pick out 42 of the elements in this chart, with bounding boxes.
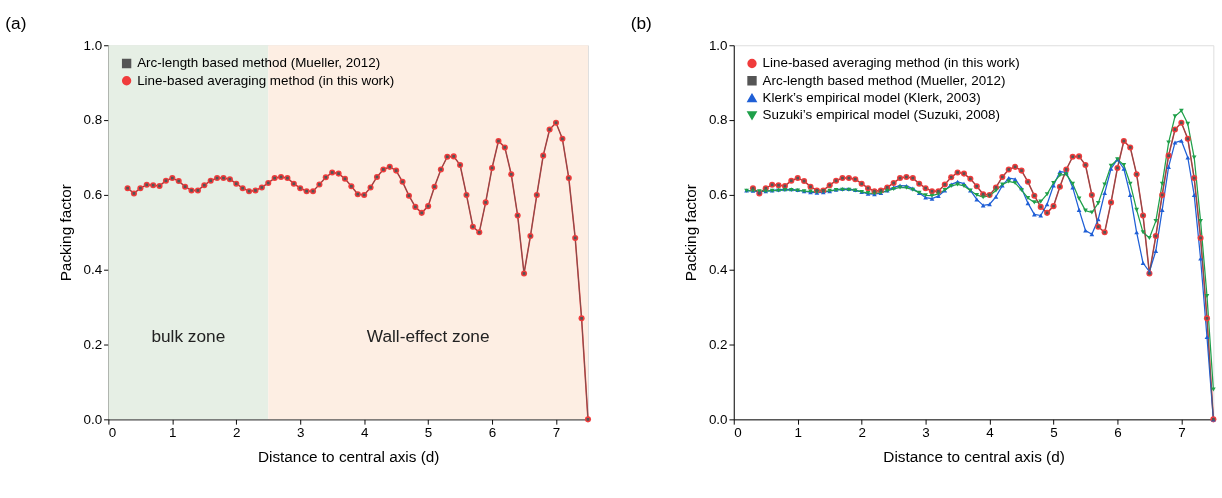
x-tick-label: 5 <box>424 425 433 441</box>
chart-title: (b) <box>630 12 652 33</box>
x-tick-label: 7 <box>552 425 561 441</box>
legend-label: Line-based averaging method (in this work) <box>137 72 395 88</box>
y-tick-label: 1.0 <box>83 37 103 53</box>
y-tick-label: 0.0 <box>708 411 728 427</box>
x-axis-title: Distance to central axis (d) <box>257 448 440 466</box>
y-tick-label: 0.6 <box>708 187 728 203</box>
x-tick-label: 7 <box>1178 425 1186 441</box>
legend-label: Arc-length based method (Mueller, 2012) <box>137 55 381 71</box>
y-tick-label: 0.4 <box>708 262 729 278</box>
x-tick-label: 3 <box>296 425 305 441</box>
y-tick-label: 0.8 <box>83 112 103 128</box>
chart-title: (a) <box>5 12 27 33</box>
legend-label: Suzuki’s empirical model (Suzuki, 2008) <box>762 107 1000 123</box>
x-tick-label: 1 <box>794 425 802 441</box>
y-tick-label: 0.8 <box>708 112 728 128</box>
y-tick-label: 1.0 <box>708 37 728 53</box>
x-tick-label: 2 <box>233 425 241 441</box>
x-axis-title: Distance to central axis (d) <box>883 448 1065 466</box>
x-tick-label: 0 <box>734 425 742 441</box>
y-tick-label: 0.0 <box>83 411 103 427</box>
x-tick-label: 6 <box>488 425 497 441</box>
x-tick-label: 1 <box>169 425 177 441</box>
x-tick-label: 4 <box>986 425 995 441</box>
band-label: bulk zone <box>151 325 226 346</box>
legend-label: Arc-length based method (Mueller, 2012) <box>762 72 1006 88</box>
band-label: Wall-effect zone <box>366 325 490 346</box>
x-tick-label: 2 <box>858 425 866 441</box>
y-axis-title: Packing factor <box>682 184 700 282</box>
x-tick-label: 0 <box>108 425 117 441</box>
y-tick-label: 0.6 <box>83 187 103 203</box>
y-axis-title: Packing factor <box>57 184 75 282</box>
legend-label: Line-based averaging method (in this work) <box>762 55 1020 71</box>
y-tick-label: 0.2 <box>708 336 728 352</box>
x-tick-label: 3 <box>922 425 930 441</box>
x-tick-label: 4 <box>360 425 369 441</box>
y-tick-label: 0.4 <box>83 262 103 278</box>
x-tick-label: 6 <box>1114 425 1122 441</box>
legend-label: Klerk’s empirical model (Klerk, 2003) <box>762 89 981 105</box>
y-tick-label: 0.2 <box>83 336 103 352</box>
x-tick-label: 5 <box>1050 425 1058 441</box>
